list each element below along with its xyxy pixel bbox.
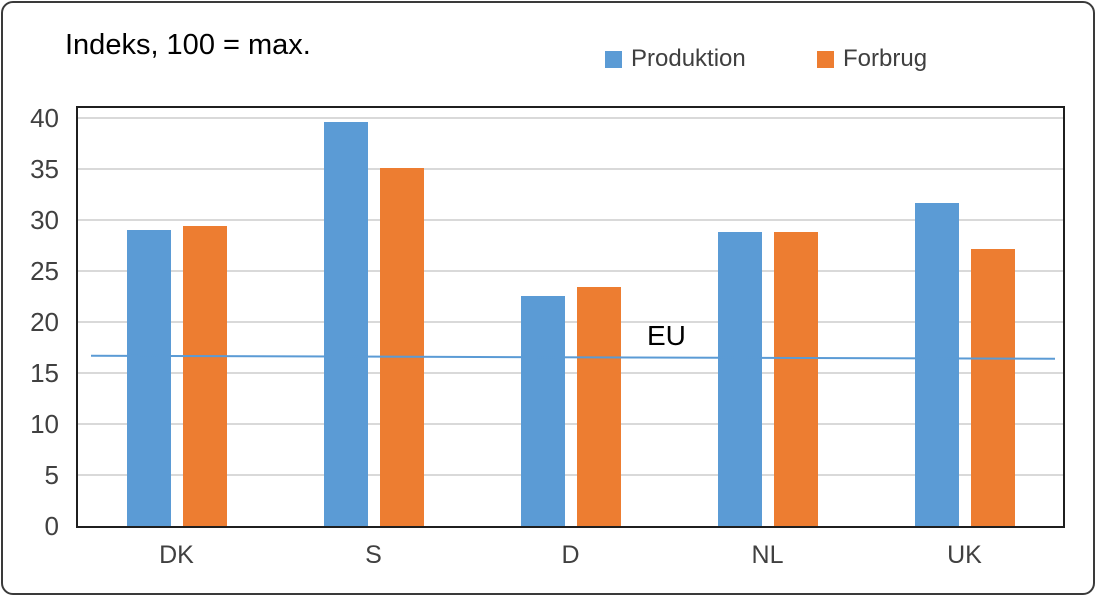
bar-produktion-dk <box>126 230 171 526</box>
legend: Produktion Forbrug <box>3 45 1093 72</box>
y-tick-label-15: 15 <box>30 358 59 389</box>
gridline-10 <box>78 423 1063 426</box>
x-category-label-dk: DK <box>159 541 194 569</box>
gridline-20 <box>78 321 1063 324</box>
y-tick-label-30: 30 <box>30 205 59 236</box>
gridline-35 <box>78 168 1063 171</box>
y-tick-label-20: 20 <box>30 307 59 338</box>
legend-item-forbrug: Forbrug <box>817 45 928 72</box>
x-category-label-s: S <box>365 541 382 569</box>
gridline-5 <box>78 474 1063 477</box>
bar-forbrug-d <box>576 287 621 526</box>
bar-produktion-s <box>323 122 368 526</box>
y-tick-label-25: 25 <box>30 256 59 287</box>
eu-reference-line <box>90 354 1056 360</box>
legend-label-forbrug: Forbrug <box>843 45 928 72</box>
bar-forbrug-dk <box>182 226 227 526</box>
bar-forbrug-s <box>379 168 424 526</box>
y-tick-label-5: 5 <box>44 460 59 491</box>
x-category-label-d: D <box>561 541 580 569</box>
gridline-15 <box>78 372 1063 375</box>
legend-item-produktion: Produktion <box>605 45 746 72</box>
y-tick-label-10: 10 <box>30 409 59 440</box>
bar-produktion-nl <box>717 232 762 526</box>
gridline-30 <box>78 219 1063 222</box>
gridline-25 <box>78 270 1063 273</box>
y-tick-label-40: 40 <box>30 103 59 134</box>
bar-produktion-uk <box>914 202 959 526</box>
forbrug-swatch-icon <box>817 50 834 68</box>
eu-reference-line-label: EU <box>647 320 686 351</box>
bar-forbrug-nl <box>773 232 818 526</box>
x-category-label-nl: NL <box>751 541 784 569</box>
gridline-40 <box>78 117 1063 120</box>
legend-label-produktion: Produktion <box>631 45 746 72</box>
chart-title: Indeks, 100 = max. <box>65 29 311 61</box>
x-category-label-uk: UK <box>947 541 982 569</box>
bar-produktion-d <box>520 295 565 526</box>
produktion-swatch-icon <box>605 50 622 68</box>
bar-forbrug-uk <box>970 248 1015 526</box>
plot-area <box>76 106 1065 528</box>
y-tick-label-0: 0 <box>44 511 59 541</box>
y-tick-label-35: 35 <box>30 154 59 185</box>
